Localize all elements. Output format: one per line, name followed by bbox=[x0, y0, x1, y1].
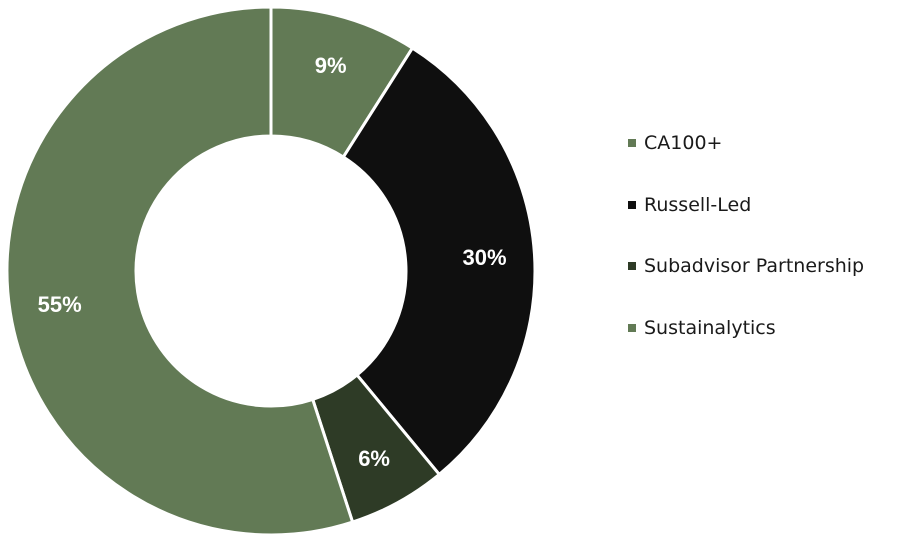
legend-label-subadvisor-partnership: Subadvisor Partnership bbox=[644, 255, 865, 277]
legend-swatch-ca100 bbox=[628, 139, 636, 147]
legend-swatch-sustainalytics bbox=[628, 323, 636, 332]
legend-item-russell-led: Russell-Led bbox=[628, 190, 900, 220]
legend-label-russell-led: Russell-Led bbox=[644, 193, 752, 216]
legend-label-ca100: CA100+ bbox=[644, 132, 723, 154]
legend-swatch-russell-led bbox=[628, 200, 636, 209]
slice-labels: 9% 30% 6% 55% bbox=[38, 53, 507, 471]
legend-item-ca100: CA100+ bbox=[628, 128, 900, 158]
chart-legend: CA100+ Russell-Led Subadvisor Partnershi… bbox=[628, 128, 900, 374]
legend-item-subadvisor-partnership: Subadvisor Partnership bbox=[628, 251, 900, 281]
slice-label-russell-led: 30% bbox=[463, 245, 507, 270]
legend-item-sustainalytics: Sustainalytics bbox=[628, 313, 900, 343]
slice-sustainalytics bbox=[5, 5, 355, 535]
slice-russell-led bbox=[341, 46, 537, 476]
slice-label-sustainalytics: 55% bbox=[38, 292, 82, 317]
slice-label-subadvisor-partnership: 6% bbox=[358, 446, 390, 471]
legend-swatch-subadvisor-partnership bbox=[628, 262, 636, 270]
donut-slices bbox=[5, 5, 537, 535]
slice-label-ca100: 9% bbox=[315, 53, 347, 78]
legend-label-sustainalytics: Sustainalytics bbox=[644, 316, 776, 339]
